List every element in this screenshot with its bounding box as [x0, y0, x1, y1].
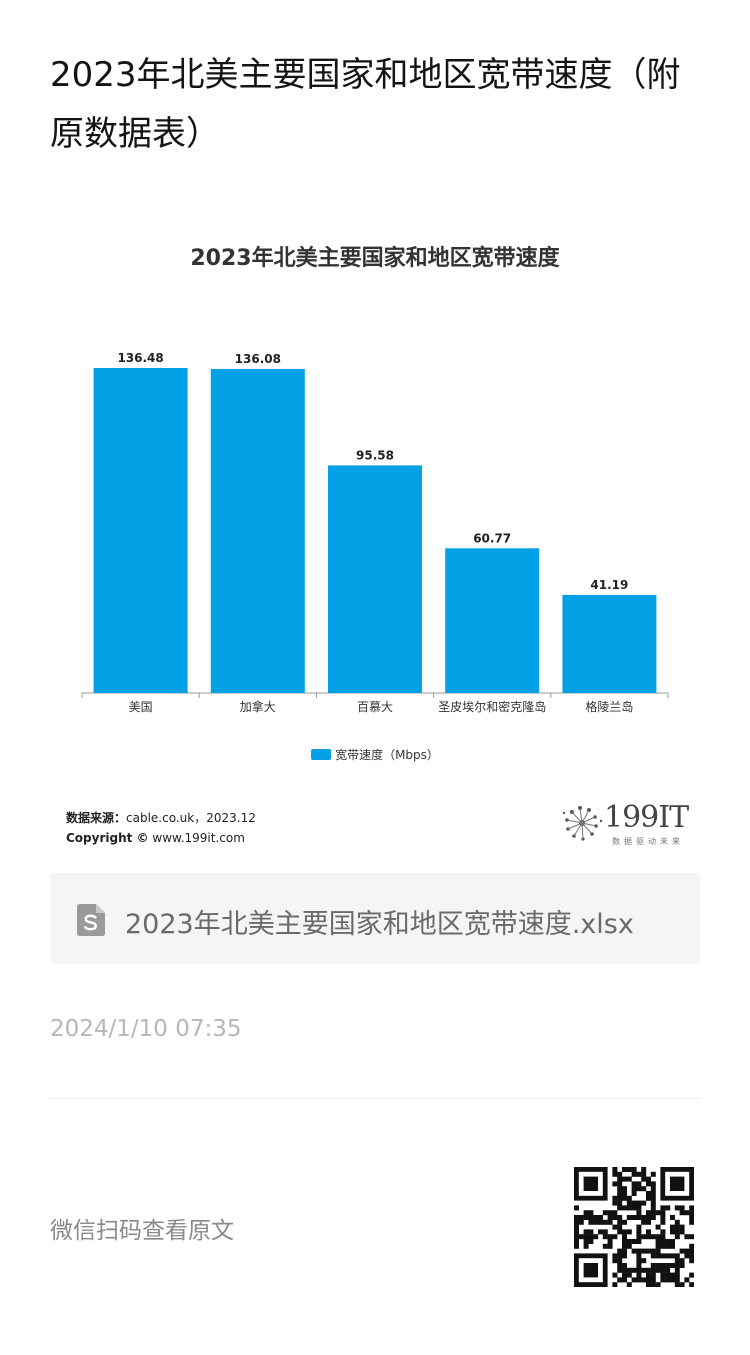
publish-date: 2024/1/10 07:35: [50, 1016, 242, 1042]
spreadsheet-file-icon: [77, 904, 105, 936]
source-label: 数据来源：: [66, 811, 127, 825]
chart-title: 2023年北美主要国家和地区宽带速度: [190, 246, 560, 271]
brand-logo: 199IT 数据驱动未来: [560, 798, 700, 848]
brand-tagline: 数据驱动未来: [612, 837, 684, 846]
chart-legend: 宽带速度（Mbps）: [50, 746, 700, 763]
bar-3: [445, 548, 540, 693]
bar-chart: 136.48 美国 136.08 加拿大 95.58 百慕大 60.77 圣皮埃尔和密克隆岛 4…: [81, 351, 669, 714]
legend-swatch: [311, 749, 332, 760]
dandelion-logo-icon: [562, 806, 603, 841]
brand-name: 199IT: [604, 800, 689, 835]
category-label-2: 百慕大: [357, 700, 393, 714]
copyright-label: Copyright ©: [66, 831, 149, 845]
data-label-4: 41.19: [590, 578, 628, 592]
data-label-2: 95.58: [356, 448, 394, 462]
category-label-0: 美国: [129, 700, 153, 714]
chart-image: 2023年北美主要国家和地区宽带速度 136.48 美国 136.08 加拿大 95.5…: [50, 220, 700, 860]
qr-code-icon[interactable]: [574, 1167, 694, 1287]
category-label-3: 圣皮埃尔和密克隆岛: [438, 699, 546, 714]
source-text: cable.co.uk，2023.12: [126, 811, 256, 825]
article-title: 2023年北美主要国家和地区宽带速度（附原数据表）: [50, 55, 681, 154]
copyright-text: www.199it.com: [152, 831, 245, 845]
source-note: 数据来源：cable.co.uk，2023.12 Copyright © www…: [66, 808, 256, 848]
attachment-filename[interactable]: 2023年北美主要国家和地区宽带速度.xlsx: [125, 909, 634, 940]
bar-2: [328, 465, 422, 693]
bar-4: [562, 594, 657, 693]
data-label-0: 136.48: [117, 351, 163, 365]
bar-0: [93, 368, 188, 693]
data-label-1: 136.08: [235, 352, 281, 366]
data-label-3: 60.77: [473, 531, 511, 545]
bar-1: [210, 368, 305, 693]
category-label-4: 格陵兰岛: [585, 699, 633, 714]
attachment-card[interactable]: 2023年北美主要国家和地区宽带速度.xlsx: [50, 873, 700, 964]
divider: [50, 1098, 700, 1099]
category-label-1: 加拿大: [240, 699, 276, 714]
legend-label: 宽带速度（Mbps）: [335, 748, 439, 762]
qr-caption: 微信扫码查看原文: [50, 1218, 234, 1244]
